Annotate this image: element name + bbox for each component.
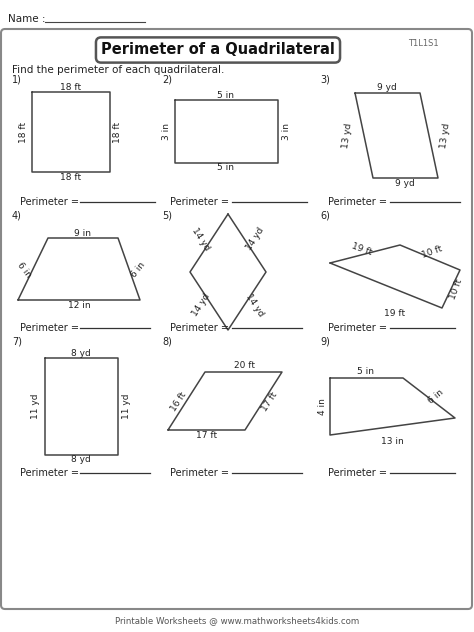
Text: 13 yd: 13 yd: [439, 123, 451, 149]
Text: T1L1S1: T1L1S1: [408, 39, 438, 49]
Text: 6 in: 6 in: [129, 260, 147, 279]
Text: 8): 8): [162, 337, 172, 347]
Text: 7): 7): [12, 337, 22, 347]
Text: 8 yd: 8 yd: [71, 456, 91, 465]
Text: 18 ft: 18 ft: [19, 121, 28, 143]
Text: 19 ft: 19 ft: [351, 241, 374, 257]
Text: 17 ft: 17 ft: [261, 391, 280, 413]
Text: 18 ft: 18 ft: [61, 173, 82, 181]
Text: Perimeter =: Perimeter =: [328, 468, 387, 478]
Text: 13 in: 13 in: [381, 437, 403, 446]
Text: 14 yd: 14 yd: [244, 226, 266, 252]
Text: 19 ft: 19 ft: [384, 310, 406, 319]
Text: 2): 2): [162, 74, 172, 84]
Text: 6 in: 6 in: [427, 388, 446, 406]
Text: 10 ft: 10 ft: [420, 244, 444, 260]
Text: 9): 9): [320, 337, 330, 347]
Text: Perimeter of a Quadrilateral: Perimeter of a Quadrilateral: [101, 42, 335, 58]
Text: 4 in: 4 in: [319, 399, 328, 415]
Text: 12 in: 12 in: [68, 301, 91, 310]
Text: Perimeter =: Perimeter =: [170, 197, 229, 207]
Text: Perimeter =: Perimeter =: [170, 323, 229, 333]
Text: 3 in: 3 in: [283, 123, 292, 140]
Text: 14 yd: 14 yd: [191, 226, 212, 252]
Text: Perimeter =: Perimeter =: [328, 197, 387, 207]
Text: Perimeter =: Perimeter =: [20, 468, 79, 478]
Text: 3): 3): [320, 74, 330, 84]
Text: 9 in: 9 in: [74, 229, 91, 238]
Text: Perimeter =: Perimeter =: [328, 323, 387, 333]
Text: 13 yd: 13 yd: [341, 123, 353, 149]
Text: 6 in: 6 in: [15, 260, 33, 279]
Text: 8 yd: 8 yd: [71, 348, 91, 358]
Text: 4): 4): [12, 210, 22, 220]
Text: Printable Worksheets @ www.mathworksheets4kids.com: Printable Worksheets @ www.mathworksheet…: [115, 616, 359, 626]
Text: 9 yd: 9 yd: [395, 178, 415, 188]
Text: 14 yd: 14 yd: [244, 292, 266, 318]
Text: Name :: Name :: [8, 14, 46, 24]
Text: 1): 1): [12, 74, 22, 84]
Text: 18 ft: 18 ft: [113, 121, 122, 143]
Text: 5 in: 5 in: [218, 164, 235, 173]
Text: 5 in: 5 in: [357, 367, 374, 377]
Text: 17 ft: 17 ft: [196, 430, 218, 439]
Text: Find the perimeter of each quadrilateral.: Find the perimeter of each quadrilateral…: [12, 65, 224, 75]
Text: Perimeter =: Perimeter =: [170, 468, 229, 478]
Text: 3 in: 3 in: [163, 123, 172, 140]
Text: 16 ft: 16 ft: [170, 391, 189, 413]
Text: 20 ft: 20 ft: [235, 362, 255, 370]
Text: 14 yd: 14 yd: [191, 292, 212, 318]
Text: 18 ft: 18 ft: [61, 83, 82, 92]
Text: 5): 5): [162, 210, 172, 220]
Text: 11 yd: 11 yd: [122, 393, 131, 419]
Text: Perimeter =: Perimeter =: [20, 323, 79, 333]
Text: Perimeter =: Perimeter =: [20, 197, 79, 207]
Text: 10 ft: 10 ft: [448, 277, 464, 300]
Text: 11 yd: 11 yd: [31, 393, 40, 419]
Text: 9 yd: 9 yd: [377, 83, 397, 92]
Text: 6): 6): [320, 210, 330, 220]
Text: 5 in: 5 in: [218, 90, 235, 99]
